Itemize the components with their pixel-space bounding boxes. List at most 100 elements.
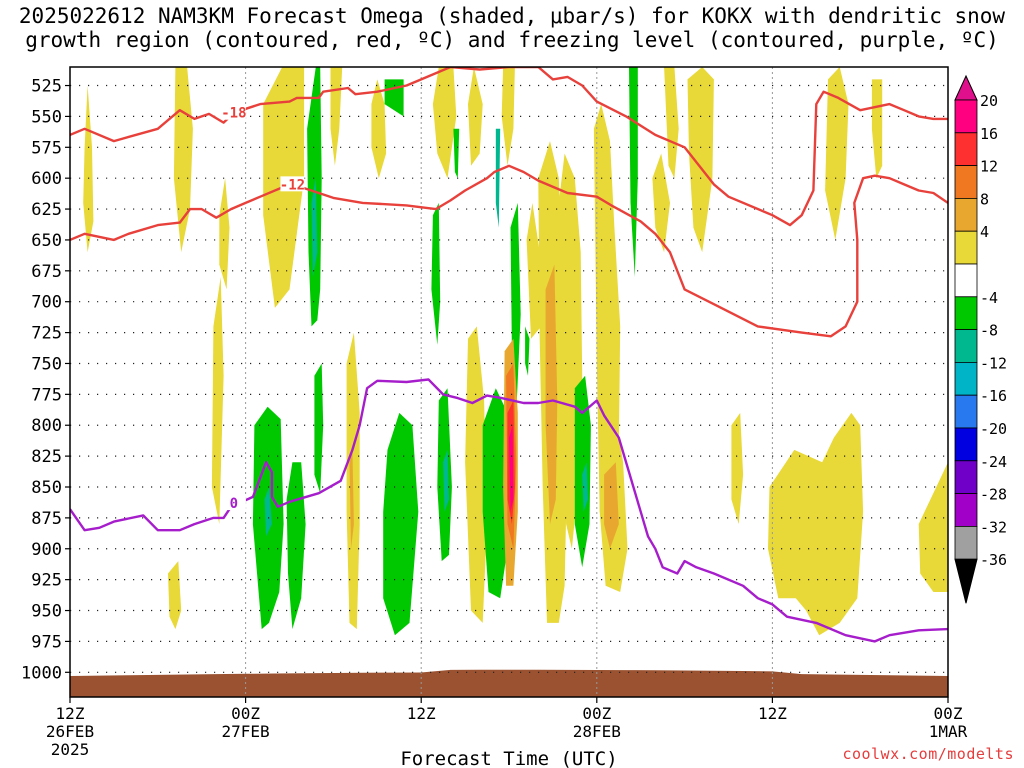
omega-area-25 <box>168 561 182 630</box>
omega-area-44 <box>495 128 501 228</box>
x-tick-label-12-0: 00Z <box>231 704 260 723</box>
omega-area-27 <box>286 462 306 630</box>
colorbar-bottom-arrow <box>954 558 978 604</box>
x-tick-label-60-1: 1MAR <box>929 722 968 741</box>
colorbar-label-3: 8 <box>980 190 989 208</box>
colorbar-bin-7 <box>954 329 978 363</box>
colorbar-label-11: -28 <box>980 486 1007 504</box>
omega-area-19 <box>652 153 670 253</box>
terrain-band <box>70 669 948 697</box>
omega-area-5 <box>330 67 343 166</box>
colorbar-bin-10 <box>954 427 978 462</box>
chart-title: 2025022612 NAM3KM Forecast Omega (shaded… <box>0 4 1024 52</box>
y-tick-label-700: 700 <box>31 293 62 313</box>
y-tick-label-625: 625 <box>31 200 62 220</box>
chart-title-line1: 2025022612 NAM3KM Forecast Omega (shaded… <box>18 4 1006 28</box>
omega-area-8 <box>432 67 457 179</box>
y-tick-label-850: 850 <box>31 478 62 498</box>
chart-title-line2: growth region (contoured, red, ºC) and f… <box>25 28 999 52</box>
x-tick-label-36-1: 28FEB <box>573 722 621 741</box>
colorbar-label-9: -20 <box>980 420 1007 438</box>
omega-area-38 <box>574 375 591 568</box>
contour-label-bg-1 <box>280 176 305 192</box>
omega-area-22 <box>825 67 849 240</box>
colorbar-bin-8 <box>954 361 978 396</box>
contour-label-bg-2 <box>221 495 246 511</box>
omega-area-47 <box>545 264 558 525</box>
omega-area-6 <box>346 332 360 630</box>
y-tick-label-525: 525 <box>31 77 62 97</box>
contour-label-0: -18 <box>221 106 246 122</box>
omega-area-17 <box>664 67 679 179</box>
contour-line-1 <box>70 164 948 338</box>
colorbar-label-2: 12 <box>980 158 998 176</box>
omega-area-23 <box>871 79 883 179</box>
y-tick-label-550: 550 <box>31 107 62 127</box>
y-tick-label-750: 750 <box>31 354 62 374</box>
colorbar-bin-12 <box>954 493 978 527</box>
x-tick-label-0-0: 12Z <box>56 704 85 723</box>
y-tick-label-775: 775 <box>31 385 62 405</box>
colorbar-label-5: -4 <box>980 289 998 307</box>
colorbar-label-6: -8 <box>980 322 998 340</box>
y-tick-label-575: 575 <box>31 138 62 158</box>
colorbar-label-0: 20 <box>980 92 998 110</box>
colorbar-bin-3 <box>954 197 978 232</box>
omega-area-2 <box>219 178 230 290</box>
colorbar-label-13: -36 <box>980 551 1007 569</box>
omega-area-39 <box>629 67 638 277</box>
colorbar-bin-13 <box>954 526 978 560</box>
plot-area: -18 -12 0 <box>70 67 948 697</box>
omega-area-31 <box>383 412 419 636</box>
y-tick-label-1000: 1000 <box>21 663 62 683</box>
x-tick-label-24-0: 12Z <box>407 704 436 723</box>
x-axis-label: Forecast Time (UTC) <box>400 748 617 768</box>
y-tick-label-875: 875 <box>31 509 62 529</box>
watermark-text: coolwx.com/modelts <box>842 745 1014 763</box>
omega-area-29 <box>314 363 324 494</box>
omega-area-11 <box>501 67 515 166</box>
contour-label-1: -12 <box>280 177 305 193</box>
omega-area-3 <box>211 277 224 525</box>
omega-area-12 <box>526 202 542 339</box>
colorbar-bin-6 <box>954 296 978 330</box>
x-tick-label-36-0: 00Z <box>582 704 611 723</box>
y-tick-label-825: 825 <box>31 447 62 467</box>
colorbar: 20 16 12 8 4 -4 -8 -12 -16 -20 -24 -28 -32 -36 <box>954 74 1007 604</box>
omega-area-48 <box>604 462 619 549</box>
contour-label-2: 0 <box>230 496 238 512</box>
colorbar-label-10: -24 <box>980 453 1007 471</box>
colorbar-bin-1 <box>954 132 978 167</box>
omega-area-18 <box>687 67 714 253</box>
colorbar-bin-0 <box>954 99 978 134</box>
y-tick-label-800: 800 <box>31 416 62 436</box>
omega-area-33 <box>453 128 460 179</box>
colorbar-top-arrow <box>954 74 978 101</box>
colorbar-bin-4 <box>954 230 978 265</box>
omega-area-45 <box>349 449 354 549</box>
omega-area-35 <box>482 388 508 599</box>
y-tick-label-725: 725 <box>31 324 62 344</box>
omega-area-51 <box>509 425 514 512</box>
colorbar-bin-5 <box>954 263 978 298</box>
omega-area-43 <box>582 462 588 512</box>
omega-area-0 <box>83 85 94 253</box>
x-tick-label-12-1: 27FEB <box>222 722 270 741</box>
y-tick-label-950: 950 <box>31 602 62 622</box>
y-tick-label-900: 900 <box>31 540 62 560</box>
x-tick-label-0-1: 26FEB <box>46 722 94 741</box>
y-tick-label-675: 675 <box>31 262 62 282</box>
omega-area-41 <box>311 178 318 277</box>
colorbar-label-1: 16 <box>980 125 998 143</box>
colorbar-bin-9 <box>954 394 978 429</box>
omega-area-7 <box>371 79 387 179</box>
omega-area-42 <box>443 449 449 512</box>
colorbar-label-12: -32 <box>980 518 1007 536</box>
x-tick-label-0-2: 2025 <box>51 740 90 759</box>
plot-frame <box>69 66 949 698</box>
y-tick-label-975: 975 <box>31 632 62 652</box>
y-tick-label-600: 600 <box>31 169 62 189</box>
omega-area-37 <box>525 326 530 376</box>
colorbar-label-7: -12 <box>980 354 1007 372</box>
colorbar-label-8: -16 <box>980 387 1007 405</box>
